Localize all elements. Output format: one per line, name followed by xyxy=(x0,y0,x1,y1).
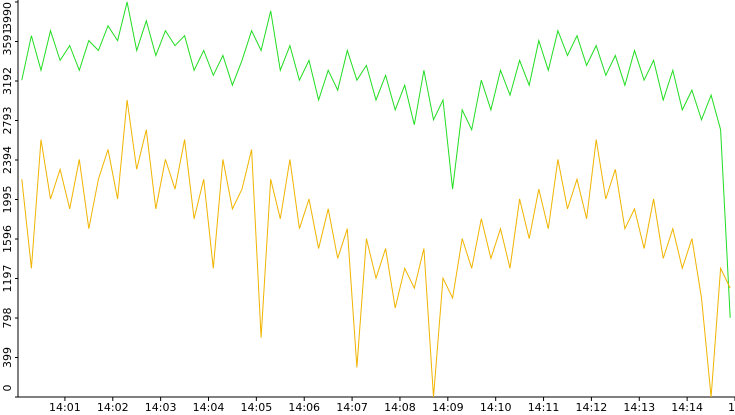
y-tick-label: 3591 xyxy=(1,28,14,56)
x-tick-label: 14:04 xyxy=(193,401,225,414)
y-tick-label: 0 xyxy=(1,385,14,392)
x-tick-label: 14:08 xyxy=(384,401,416,414)
x-tick-label: 14:14 xyxy=(671,401,703,414)
x-tick-label: 14:05 xyxy=(241,401,273,414)
y-tick-label: 2793 xyxy=(1,107,14,135)
y-tick-label: 1995 xyxy=(1,186,14,214)
y-tick-label: 798 xyxy=(1,308,14,329)
x-tick-label: 14:13 xyxy=(623,401,655,414)
x-tick-label: 14:01 xyxy=(49,401,81,414)
series-line xyxy=(21,99,731,398)
x-tick-label: 14:02 xyxy=(97,401,129,414)
y-tick-label: 1197 xyxy=(1,265,14,293)
x-tick-label: 14:12 xyxy=(576,401,608,414)
y-tick-label: 1596 xyxy=(1,225,14,253)
y-tick-label: 3192 xyxy=(1,67,14,95)
x-tick-label: 14:06 xyxy=(288,401,320,414)
x-tick-label: 14:07 xyxy=(336,401,368,414)
y-tick-label: 2394 xyxy=(1,146,14,174)
x-tick-label: 14:03 xyxy=(145,401,177,414)
y-tick-label: 399 xyxy=(1,347,14,368)
x-tick-label: 14:10 xyxy=(480,401,512,414)
y-tick-label: 3990 xyxy=(1,2,14,30)
x-tick-label: 14:09 xyxy=(432,401,464,414)
x-tick-label: 14:11 xyxy=(528,401,560,414)
x-tick-label: 14 xyxy=(728,401,735,414)
series-line xyxy=(21,1,731,318)
